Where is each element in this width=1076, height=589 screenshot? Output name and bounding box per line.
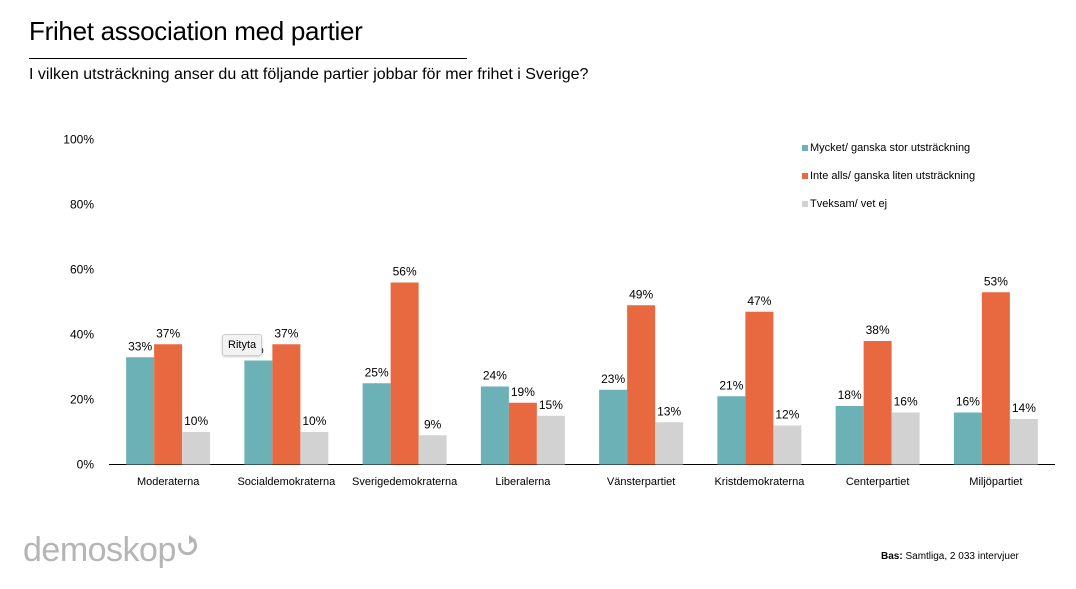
bar [244,360,273,465]
bar [863,341,892,465]
data-label: 9% [424,417,442,431]
footnote-label: Bas: [881,551,903,562]
x-tick-label: Liberalerna [495,476,551,488]
y-tick-label: 40% [70,328,94,342]
data-label: 16% [956,395,980,409]
x-tick-label: Vänsterpartiet [607,476,675,488]
plot-area-tooltip: Rityta [222,334,263,356]
data-label: 37% [274,326,298,340]
legend-swatch [802,201,808,207]
x-tick-label: Miljöpartiet [969,476,1022,488]
bar [182,432,211,465]
data-label: 24% [483,369,507,383]
bar [835,406,864,465]
x-tick-label: Socialdemokraterna [237,476,336,488]
bar [300,432,329,465]
data-label: 21% [719,378,743,392]
legend-item: Tveksam/ vet ej [802,190,975,218]
bar [362,383,391,465]
bar [480,386,509,465]
data-label: 53% [984,274,1008,288]
bar [418,435,447,465]
legend-swatch [802,173,808,179]
data-label: 23% [601,372,625,386]
data-label: 16% [894,395,918,409]
legend-label: Mycket/ ganska stor utsträckning [810,142,971,154]
data-label: 49% [629,287,653,301]
legend-label: Inte alls/ ganska liten utsträckning [810,170,976,182]
data-label: 38% [866,323,890,337]
data-label: 19% [511,385,535,399]
bar [717,396,746,465]
x-tick-label: Sverigedemokraterna [352,476,458,488]
bar [508,402,537,465]
data-label: 10% [184,414,208,428]
bar [536,415,565,465]
legend-item: Inte alls/ ganska liten utsträckning [802,162,975,190]
data-label: 18% [838,388,862,402]
data-label: 12% [775,408,799,422]
bar [272,344,301,465]
chart-legend: Mycket/ ganska stor utsträckning Inte all… [802,134,975,218]
bar [655,422,684,465]
chart-title: Frihet association med partier [29,16,363,46]
y-tick-label: 60% [70,263,94,277]
footnote-text: Samtliga, 2 033 intervjuer [902,551,1019,562]
logo-arrow-icon [177,535,197,556]
bar [891,412,920,465]
logo-text: demoskop [23,531,176,569]
demoskop-logo: demoskop [23,531,199,570]
chart-subtitle: I vilken utsträckning anser du att följa… [29,66,589,83]
data-label: 15% [539,398,563,412]
data-label: 47% [747,294,771,308]
legend-item: Mycket/ ganska stor utsträckning [802,134,975,162]
x-tick-label: Kristdemokraterna [714,476,805,488]
footnote: Bas: Samtliga, 2 033 intervjuer [881,551,1019,562]
data-label: 25% [365,365,389,379]
data-label: 14% [1012,401,1036,415]
y-tick-label: 0% [77,458,95,472]
bar [599,389,628,465]
data-label: 13% [657,404,681,418]
y-tick-label: 20% [70,393,94,407]
data-label: 37% [156,326,180,340]
legend-swatch [802,145,808,151]
data-label: 33% [128,339,152,353]
bar [126,357,155,465]
bar [953,412,982,465]
x-tick-label: Centerpartiet [846,476,910,488]
bar [773,425,802,465]
bar [745,311,774,465]
bar [1009,419,1038,465]
bar [627,305,656,465]
title-rule [29,58,467,59]
bar [390,282,419,465]
data-label: 10% [302,414,326,428]
legend-label: Tveksam/ vet ej [810,198,888,210]
y-tick-label: 80% [70,198,94,212]
bar [981,292,1010,465]
data-label: 56% [393,265,417,279]
y-tick-label: 100% [63,133,94,147]
bar [154,344,183,465]
x-tick-label: Moderaterna [137,476,200,488]
